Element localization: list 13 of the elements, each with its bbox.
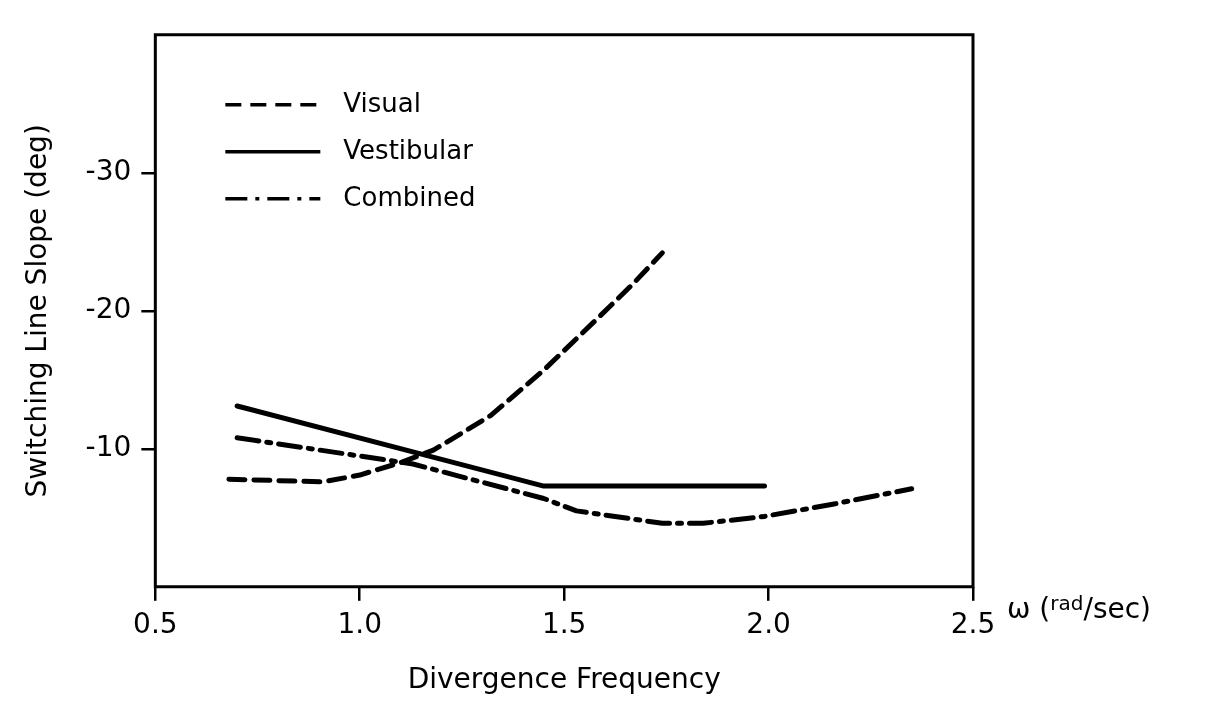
x-tick-label: 1.0 — [337, 606, 383, 640]
legend-label: Combined — [343, 181, 476, 212]
y-tick-label: -10 — [85, 430, 132, 464]
x-axis-title: Divergence Frequency — [407, 662, 721, 696]
x-tick-label: 2.0 — [746, 606, 791, 640]
y-axis-title: Switching Line Slope (deg) — [20, 124, 54, 498]
legend-label: Visual — [343, 87, 421, 118]
x-tick-label: 1.5 — [541, 606, 587, 640]
x-tick-label: 2.5 — [950, 606, 996, 640]
x-tick-label: 0.5 — [133, 606, 178, 640]
legend-label: Vestibular — [343, 134, 474, 165]
y-tick-label: -20 — [85, 292, 132, 326]
y-tick-label: -30 — [85, 154, 132, 188]
